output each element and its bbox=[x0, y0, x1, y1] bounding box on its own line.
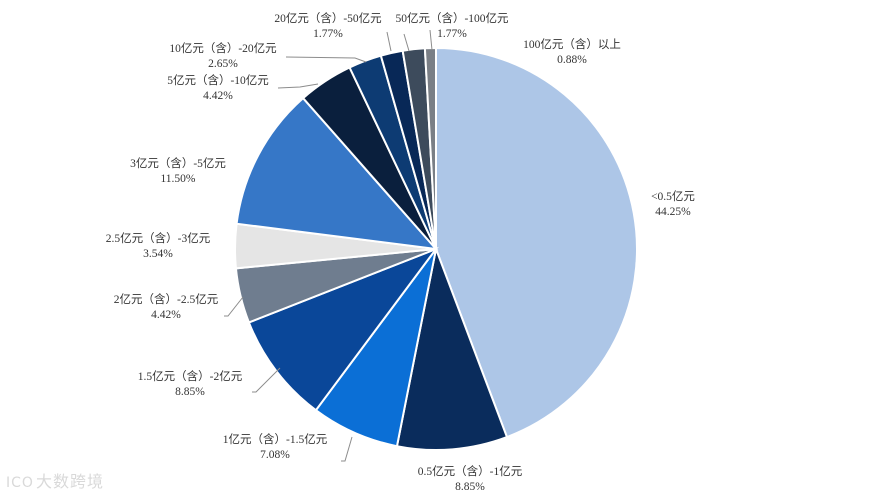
leader-line-4 bbox=[224, 296, 244, 317]
slice-percent-2: 7.08% bbox=[260, 449, 290, 461]
slice-label-0: <0.5亿元 bbox=[651, 190, 695, 203]
slice-label-11: 100亿元（含）以上 bbox=[523, 37, 621, 51]
slice-percent-11: 0.88% bbox=[557, 54, 587, 66]
slice-label-5: 2.5亿元（含）-3亿元 bbox=[106, 231, 211, 245]
slice-percent-9: 1.77% bbox=[313, 28, 343, 40]
watermark: ICO 大数跨境 bbox=[6, 468, 104, 492]
leader-lines bbox=[224, 29, 433, 462]
pie-slice-0 bbox=[435, 46, 638, 439]
leader-line-3 bbox=[252, 367, 281, 393]
watermark-text: 大数跨境 bbox=[35, 472, 104, 491]
slice-label-3: 1.5亿元（含）-2亿元 bbox=[138, 369, 243, 383]
leader-line-2 bbox=[341, 436, 353, 462]
slice-percent-4: 4.42% bbox=[151, 309, 181, 321]
slice-percent-0: 44.25% bbox=[655, 206, 691, 218]
slice-label-6: 3亿元（含）-5亿元 bbox=[130, 156, 226, 170]
slice-label-10: 50亿元（含）-100亿元 bbox=[395, 11, 509, 25]
slice-label-9: 20亿元（含）-50亿元 bbox=[274, 11, 382, 25]
slice-percent-10: 1.77% bbox=[437, 28, 467, 40]
leader-line-10 bbox=[403, 33, 410, 52]
slice-percent-1: 8.85% bbox=[455, 481, 485, 493]
pie-slice-1 bbox=[395, 245, 509, 451]
slice-label-1: 0.5亿元（含）-1亿元 bbox=[418, 464, 523, 478]
watermark-logo-icon: ICO bbox=[6, 475, 34, 491]
slice-percent-3: 8.85% bbox=[175, 386, 205, 398]
slice-percent-5: 3.54% bbox=[143, 248, 173, 260]
slice-label-4: 2亿元（含）-2.5亿元 bbox=[114, 292, 219, 306]
slice-percent-7: 4.42% bbox=[203, 90, 233, 102]
leader-line-7 bbox=[277, 83, 319, 89]
slice-percent-6: 11.50% bbox=[160, 173, 195, 185]
slice-label-8: 10亿元（含）-20亿元 bbox=[169, 41, 277, 55]
pie-slices bbox=[234, 46, 638, 451]
slice-label-2: 1亿元（含）-1.5亿元 bbox=[223, 432, 328, 446]
leader-line-8 bbox=[285, 56, 367, 63]
slice-label-7: 5亿元（含）-10亿元 bbox=[167, 73, 269, 87]
leader-line-11 bbox=[429, 29, 433, 51]
pie-slice-3 bbox=[247, 246, 439, 412]
slice-percent-8: 2.65% bbox=[208, 58, 238, 70]
pie-slice-11 bbox=[423, 46, 437, 250]
leader-line-9 bbox=[386, 31, 392, 52]
slice-labels: <0.5亿元 44.25% 0.5亿元（含）-1亿元 8.85% 1亿元（含）-1.5亿… bbox=[106, 11, 696, 493]
pie-slice-6 bbox=[235, 96, 439, 251]
